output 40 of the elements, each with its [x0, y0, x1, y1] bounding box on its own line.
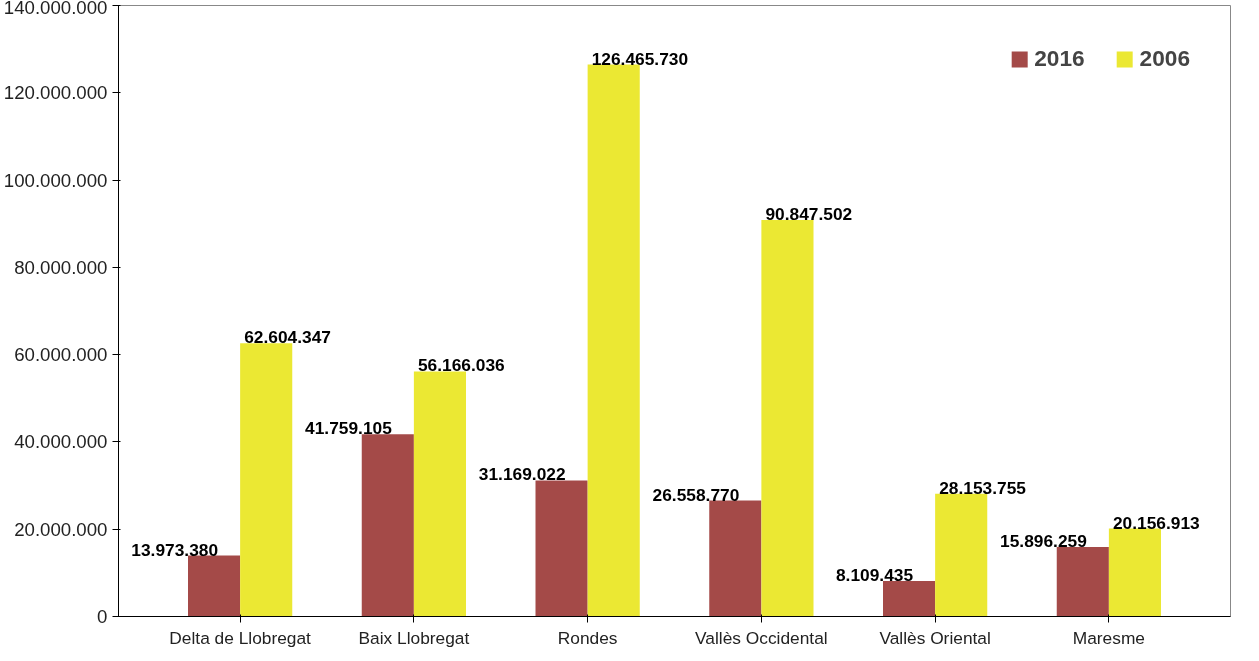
y-tick-label: 100.000.000 [3, 169, 108, 191]
data-label: 31.169.022 [478, 464, 566, 485]
data-label: 41.759.105 [305, 418, 393, 439]
y-tick-label: 120.000.000 [3, 82, 108, 104]
data-label: 26.558.770 [652, 484, 740, 505]
x-tick-label: Vallès Oriental [879, 627, 991, 648]
legend-label: 2016 [1034, 45, 1085, 72]
bar [587, 64, 640, 617]
y-tick-label: 80.000.000 [14, 256, 108, 278]
y-tick-label: 140.000.000 [3, 0, 108, 18]
bar [361, 434, 414, 617]
x-tick-label: Vallès Occidental [695, 627, 828, 648]
bar [188, 555, 241, 617]
x-tick-label: Maresme [1072, 627, 1145, 648]
data-label: 126.465.730 [591, 48, 689, 69]
bar [535, 480, 588, 617]
data-label: 56.166.036 [417, 355, 506, 376]
bar [935, 493, 988, 617]
data-label: 20.156.913 [1112, 512, 1201, 533]
data-label: 15.896.259 [1000, 531, 1087, 552]
bar [413, 371, 466, 617]
data-label: 13.973.380 [131, 539, 219, 560]
bar [1056, 547, 1109, 617]
data-label: 28.153.755 [939, 477, 1027, 498]
y-tick-label: 40.000.000 [14, 431, 108, 453]
bar [883, 581, 936, 617]
data-label: 62.604.347 [244, 327, 331, 348]
y-tick-label: 60.000.000 [14, 344, 108, 366]
bar [709, 500, 762, 617]
bar [761, 220, 814, 617]
x-tick-label: Delta de Llobregat [169, 627, 312, 648]
data-label: 90.847.502 [765, 204, 853, 225]
legend-label: 2006 [1139, 45, 1190, 72]
data-label: 8.109.435 [835, 565, 914, 586]
x-tick-label: Baix Llobregat [358, 627, 470, 648]
bar [240, 343, 293, 617]
bar [1108, 528, 1161, 617]
y-tick-label: 20.000.000 [14, 518, 108, 540]
y-tick-label: 0 [97, 606, 108, 627]
x-tick-label: Rondes [557, 627, 618, 648]
